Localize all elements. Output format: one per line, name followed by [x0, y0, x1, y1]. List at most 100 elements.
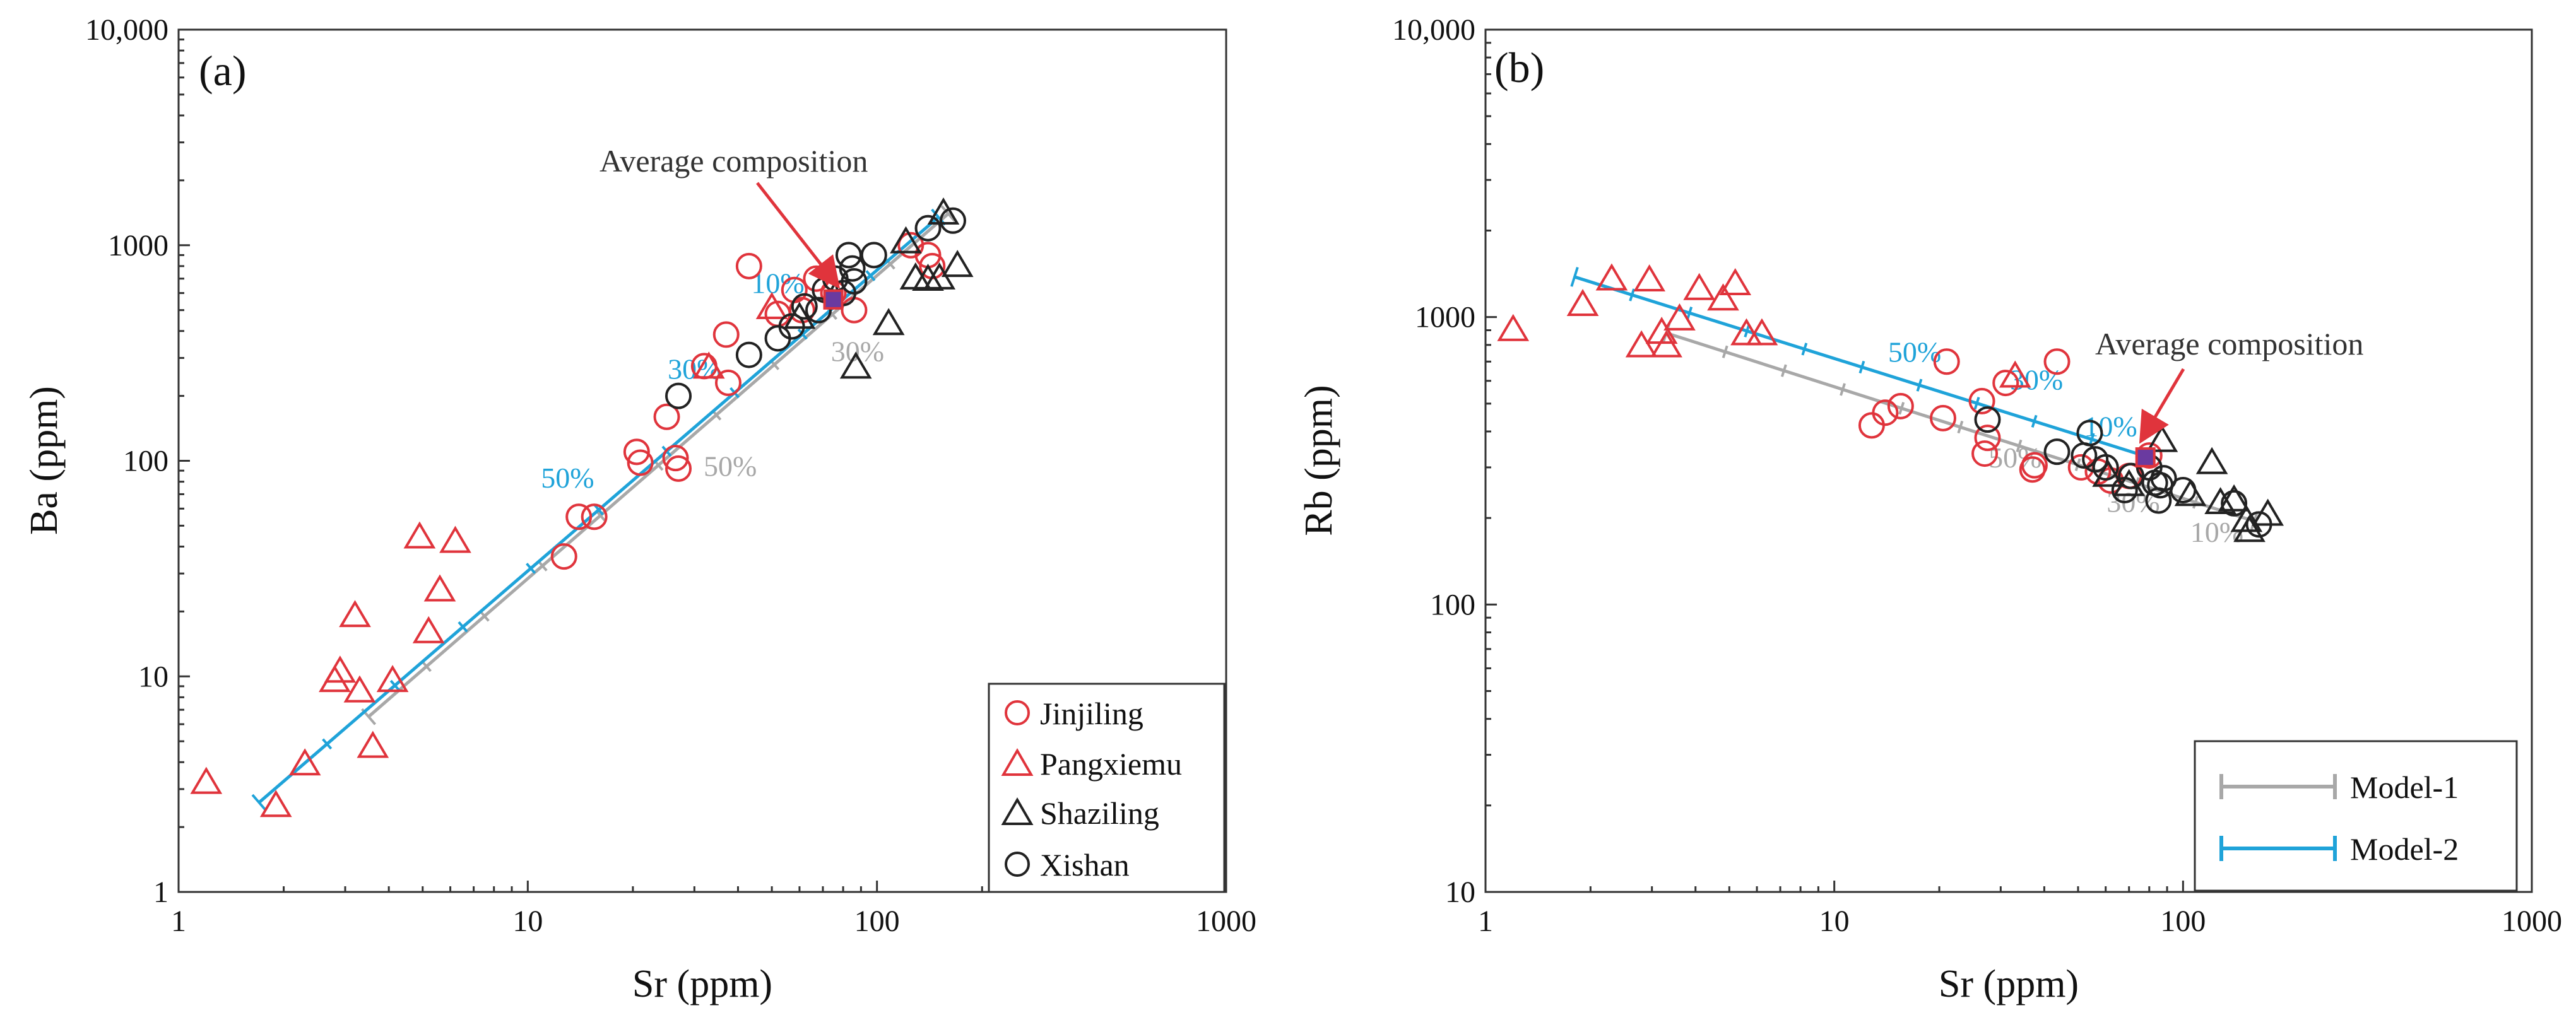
panel-a-model-2-increment-tick: [322, 738, 333, 750]
panel-a-model-1-percent-label: 30%: [831, 335, 884, 367]
panel-a-jinjiling-point: [565, 503, 593, 531]
panel-b-model-2-increment-tick: [1570, 267, 1579, 287]
panel-b-jinjiling-point: [2021, 452, 2048, 479]
panel-b-xishan-point: [2076, 419, 2103, 447]
panel-a-x-tick-label: 10: [512, 905, 543, 938]
panel-b-jinjiling-point: [1887, 392, 1914, 419]
panel-a-pangxiemu-point: [403, 521, 436, 549]
panel-a-model-1-increment-tick: [940, 205, 956, 223]
panel-a-model-2-increment-tick: [389, 679, 400, 691]
panel-a-pangxiemu-point: [376, 665, 409, 693]
panel-b-pangxiemu-point: [1595, 263, 1628, 291]
panel-b-y-axis-title: Rb (ppm): [1297, 385, 1340, 536]
panel-b-model-1-increment-tick: [2192, 496, 2199, 509]
panel-a-shaziling-point: [872, 308, 905, 336]
panel-a-jinjiling-point: [841, 296, 868, 324]
panel-a-pangxiemu-point: [755, 291, 788, 319]
panel-a-xishan-point: [940, 207, 967, 234]
panel-b-legend: Model-1 Model-2: [2194, 740, 2518, 892]
panel-b-xishan-point: [1974, 406, 2001, 433]
panel-b-shaziling-point: [2233, 515, 2266, 542]
panel-b-pangxiemu-point: [1719, 267, 1752, 295]
panel-a-shaziling-point: [890, 226, 922, 254]
panel-a-pangxiemu-point: [423, 574, 456, 602]
panel-a-content: 1 10 100 1000110100100010,00030%50%10%30%50…: [85, 13, 1256, 938]
panel-a-average-composition-arrow: [756, 182, 841, 289]
panel-a-x-axis-title: Sr (ppm): [632, 963, 772, 1005]
panel-a-xishan-point: [914, 214, 942, 242]
panel-b-pangxiemu-point: [1663, 303, 1696, 331]
legend-shaziling-label: Shaziling: [1040, 795, 1159, 831]
legend-model-2-label: Model-2: [2350, 831, 2459, 867]
panel-b-pangxiemu-point: [1650, 330, 1682, 358]
legend-pangxiemu-label: Pangxiemu: [1040, 746, 1182, 782]
panel-a-jinjiling-point: [712, 321, 740, 348]
panel-b-shaziling-point: [2230, 505, 2263, 532]
panel-a-pangxiemu-point: [190, 766, 223, 794]
panel-a-xishan-point: [841, 267, 868, 295]
panel-b-pangxiemu-point: [1625, 330, 1658, 358]
panel-b-rb-vs-sr: 1 10 100 100010100100010,00010%30%50%10%30%…: [1297, 13, 2562, 1005]
panel-b-average-composition-arrow: [2139, 368, 2185, 444]
panel-b-y-tick-label: 10,000: [1392, 13, 1475, 47]
panel-b-model-2-increment-tick: [1973, 397, 1980, 410]
panel-a-pangxiemu-point: [357, 730, 389, 758]
legend-jinjiling-label: Jinjiling: [1040, 696, 1143, 731]
panel-a-y-axis-title: Ba (ppm): [23, 386, 66, 535]
panel-a-pangxiemu-point: [343, 675, 376, 703]
panel-b-pangxiemu-point: [1746, 318, 1778, 346]
panel-a-jinjiling-point: [550, 543, 577, 570]
panel-b-model-2-percent-label: 10%: [2084, 411, 2137, 443]
panel-b-model-2-increment-tick: [1744, 324, 1751, 337]
panel-a-jinjiling-point: [735, 252, 762, 279]
panel-a-legend: Jinjiling Pangxiemu Shaziling Xishan: [988, 683, 1226, 893]
panel-b-model-2-increment-tick: [1629, 288, 1636, 302]
panel-a-xishan-point: [860, 242, 887, 269]
panel-a-model-1-increment-tick: [421, 660, 432, 672]
panel-b-model-2-increment-tick: [1916, 378, 1923, 392]
panel-b-jinjiling-point: [2043, 348, 2071, 375]
panel-a-jinjiling-point: [623, 438, 650, 466]
panel-b-pangxiemu-point: [1497, 314, 1530, 341]
panel-b-xishan-point: [2118, 462, 2145, 489]
panel-a-y-tick-label: 1: [153, 876, 168, 909]
panel-a-average-composition-marker: [823, 289, 844, 310]
panel-b-x-tick-label: 10: [1819, 905, 1850, 938]
panel-a-pangxiemu-point: [288, 748, 321, 776]
panel-a-jinjiling-point: [627, 449, 654, 476]
panel-a-x-tick-label: 100: [854, 905, 900, 938]
panel-a-pangxiemu-point: [692, 351, 725, 379]
panel-a-pangxiemu-point: [412, 616, 445, 643]
panel-b-jinjiling-point: [1858, 412, 1885, 439]
panel-b-model-1-increment-tick: [1840, 383, 1846, 396]
panel-b-model-2-increment-tick: [1686, 307, 1693, 320]
panel-a-y-tick-label: 10: [138, 660, 168, 693]
panel-a-model-1-percent-label: 50%: [704, 450, 757, 483]
panel-b-label: (b): [1494, 44, 1544, 91]
panel-b-xishan-point: [2150, 465, 2177, 492]
legend-model-1-line-sample: [2219, 774, 2337, 799]
panel-b-shaziling-point: [2174, 479, 2207, 507]
panel-b-x-tick-label: 100: [2160, 905, 2206, 938]
panel-a-xishan-point: [665, 382, 692, 409]
panel-a-model-2-increment-tick: [797, 328, 808, 340]
panel-b-model-1-increment-tick: [1722, 345, 1728, 358]
panel-a-x-tick-label: 1: [171, 905, 186, 938]
panel-b-pangxiemu-point: [1633, 264, 1666, 291]
panel-b-x-tick-label: 1000: [2502, 905, 2562, 938]
panel-b-jinjiling-point: [1929, 404, 1956, 431]
legend-xishan-marker-circle: [1005, 852, 1030, 877]
legend-pangxiemu-marker-triangle: [1001, 748, 1034, 776]
panel-b-xishan-point: [2092, 454, 2119, 481]
panel-b-jinjiling-point: [1992, 370, 2019, 397]
panel-a-average-composition-label: Average composition: [600, 143, 868, 179]
panel-b-jinjiling-point: [1971, 440, 1999, 467]
panel-a-jinjiling-point: [653, 403, 680, 430]
panel-a-pangxiemu-point: [339, 600, 371, 628]
panel-a-label: (a): [199, 47, 246, 95]
panel-b-average-composition-marker: [2135, 447, 2156, 468]
panel-b-jinjiling-point: [1933, 348, 1960, 375]
panel-b-y-tick-label: 10: [1445, 876, 1475, 909]
panel-a-xishan-point: [791, 293, 818, 320]
panel-b-average-composition-label: Average composition: [2095, 326, 2363, 361]
